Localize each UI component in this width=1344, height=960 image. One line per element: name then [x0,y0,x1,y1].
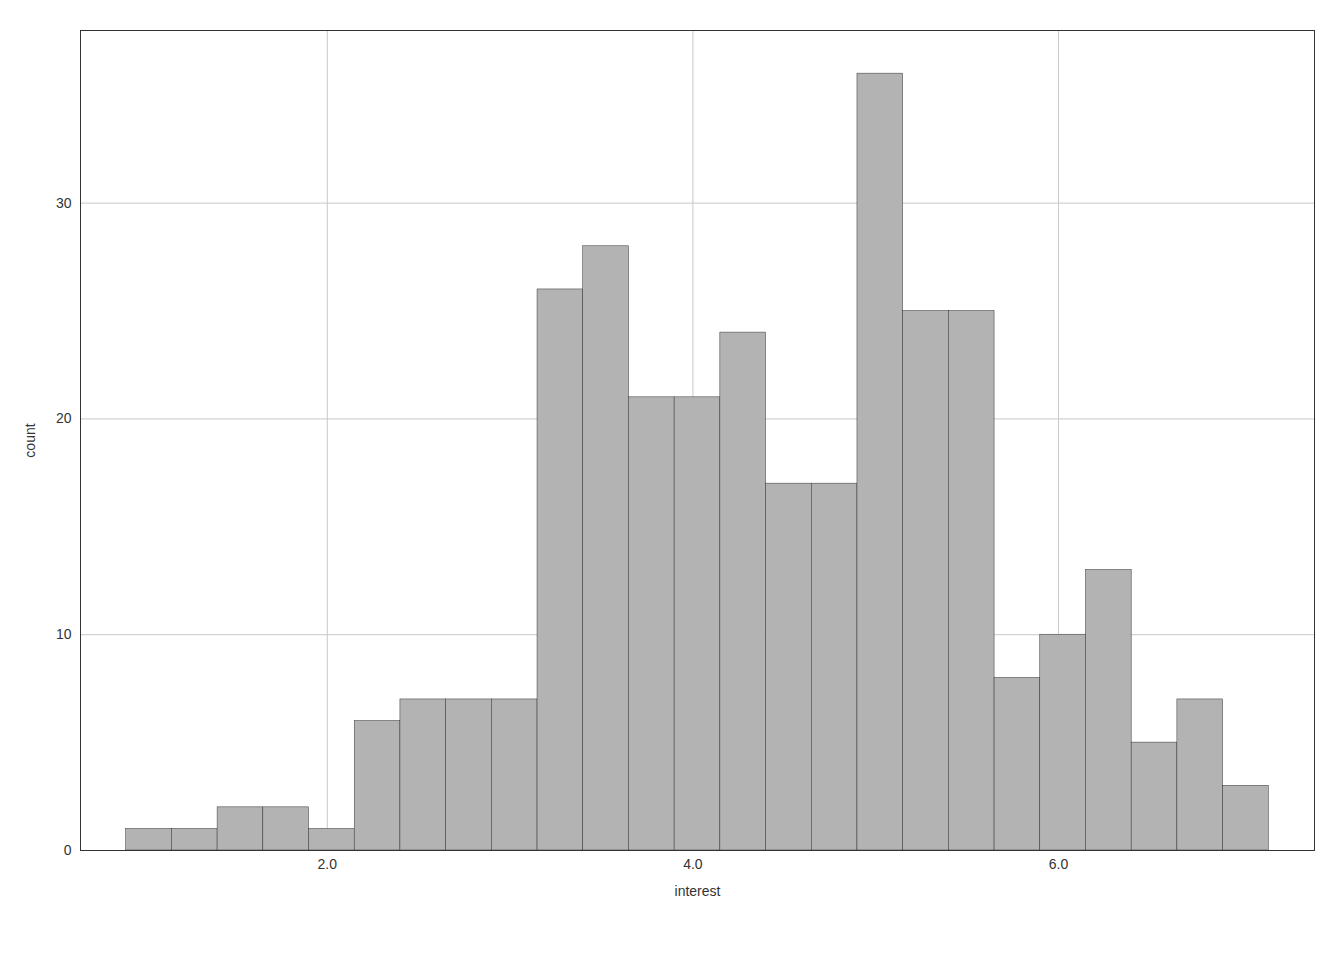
svg-text:20: 20 [56,410,72,426]
svg-text:30: 30 [56,195,72,211]
svg-text:interest: interest [675,883,721,899]
svg-text:4.0: 4.0 [683,856,703,872]
svg-text:count: count [22,423,38,457]
svg-text:6.0: 6.0 [1049,856,1069,872]
svg-text:2.0: 2.0 [318,856,338,872]
svg-text:0: 0 [64,842,72,858]
svg-text:10: 10 [56,626,72,642]
